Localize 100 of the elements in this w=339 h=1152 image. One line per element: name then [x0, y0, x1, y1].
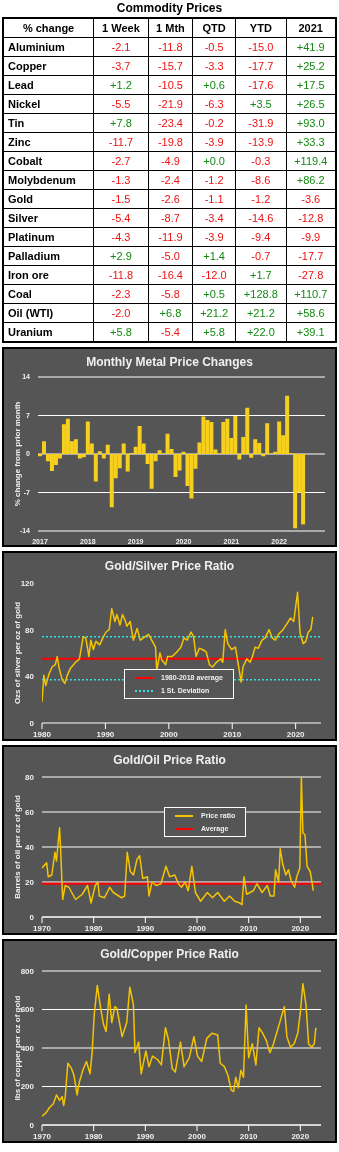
data-label: -4.3 [93, 227, 149, 247]
data-label: -19.8 [148, 132, 193, 152]
data-label: -5.8 [148, 284, 193, 304]
data-label: +5.8 [192, 322, 236, 342]
y-tick-label: Platinum [3, 227, 94, 247]
y-tick-label: 0 [29, 912, 35, 922]
data-label: -21.9 [148, 94, 193, 114]
chart-title: Gold/Copper Price Ratio [99, 946, 240, 963]
y-tick-label: Aluminium [3, 37, 94, 57]
data-label: -23.4 [148, 113, 193, 133]
y-axis-title: % change from prior month [12, 401, 22, 507]
bar [121, 443, 126, 454]
data-label: +25.2 [286, 56, 336, 76]
data-label: +110.7 [286, 284, 336, 304]
data-label: -16.4 [148, 265, 193, 285]
chart-title: Gold/Oil Price Ratio [112, 752, 227, 769]
y-axis-title: Ozs of silver per oz of gold [12, 601, 22, 705]
data-label: -11.9 [148, 227, 193, 247]
data-label: -3.3 [192, 56, 236, 76]
x-tick-label: 2000 [188, 1131, 207, 1141]
bar [249, 454, 254, 458]
line-series [42, 777, 314, 906]
data-label: -2.0 [93, 303, 149, 323]
x-tick-label: 1990 [136, 923, 155, 933]
bar [49, 454, 54, 472]
data-label: +1.2 [93, 75, 149, 95]
data-label: -17.7 [235, 56, 286, 76]
bar [125, 454, 130, 472]
data-label: -31.9 [235, 113, 286, 133]
data-label: -3.9 [192, 227, 236, 247]
data-label: -3.9 [192, 132, 236, 152]
data-label: +3.5 [235, 94, 286, 114]
y-tick-label: Coal [3, 284, 94, 304]
y-tick-label: Gold [3, 189, 94, 209]
bar [205, 419, 210, 454]
data-label: -17.7 [286, 246, 336, 266]
bar [221, 422, 226, 454]
bar [189, 454, 194, 499]
data-label: -3.7 [93, 56, 149, 76]
data-label: +21.2 [235, 303, 286, 323]
bar [237, 454, 242, 460]
x-tick-label: YTD [235, 18, 286, 38]
x-tick-label: 2021 [286, 18, 336, 38]
x-tick-label: 1980 [33, 729, 52, 739]
bar [157, 450, 162, 454]
y-tick-label: Uranium [3, 322, 94, 342]
data-label: -8.6 [235, 170, 286, 190]
data-label: +119.4 [286, 151, 336, 171]
data-label: +5.8 [93, 322, 149, 342]
data-label: +6.8 [148, 303, 193, 323]
data-label: +86.2 [286, 170, 336, 190]
data-label: -9.9 [286, 227, 336, 247]
y-tick-label: 80 [25, 772, 35, 782]
x-tick-label: 1970 [33, 923, 52, 933]
x-tick-label: 1980 [84, 923, 104, 933]
chart-title: Monthly Metal Price Changes [85, 354, 254, 371]
x-tick-label: 2010 [223, 729, 242, 739]
data-label: -12.8 [286, 208, 336, 228]
data-label: +1.7 [235, 265, 286, 285]
y-tick-label: 0 [29, 718, 35, 728]
data-label: +21.2 [192, 303, 236, 323]
bar [173, 454, 178, 478]
data-label: -8.7 [148, 208, 193, 228]
data-label: -2.1 [93, 37, 149, 57]
y-tick-label: 800 [20, 966, 35, 976]
data-label: -17.6 [235, 75, 286, 95]
y-tick-label: Nickel [3, 94, 94, 114]
x-tick-label: 2010 [239, 923, 259, 933]
bar [41, 441, 46, 454]
y-tick-label: 120 [20, 578, 35, 588]
y-tick-label: Oil (WTI) [3, 303, 94, 323]
data-label: -13.9 [235, 132, 286, 152]
bar [257, 443, 262, 454]
data-label: -0.7 [235, 246, 286, 266]
bar [97, 451, 102, 454]
data-label: -11.7 [93, 132, 149, 152]
x-tick-label: 2000 [188, 923, 207, 933]
data-label: -1.1 [192, 189, 236, 209]
data-label: +17.5 [286, 75, 336, 95]
data-label: -12.0 [192, 265, 236, 285]
y-tick-label: Zinc [3, 132, 94, 152]
y-tick-label: Silver [3, 208, 94, 228]
bar [73, 439, 78, 454]
bar [65, 418, 70, 454]
x-tick-label: 1980 [84, 1131, 104, 1141]
data-label: +0.6 [192, 75, 236, 95]
y-axis-title: % change [3, 18, 94, 38]
y-tick-label: 40 [25, 842, 35, 852]
y-tick-label: 60 [25, 807, 35, 817]
bar [293, 454, 298, 529]
x-tick-label: QTD [192, 18, 236, 38]
data-label: -10.5 [148, 75, 193, 95]
data-label: -15.7 [148, 56, 193, 76]
data-label: -27.8 [286, 265, 336, 285]
chart-title: Gold/Silver Price Ratio [103, 558, 236, 575]
data-label: +22.0 [235, 322, 286, 342]
data-label: -3.4 [192, 208, 236, 228]
bar [93, 454, 98, 482]
bar [85, 421, 90, 454]
data-label: +7.8 [93, 113, 149, 133]
